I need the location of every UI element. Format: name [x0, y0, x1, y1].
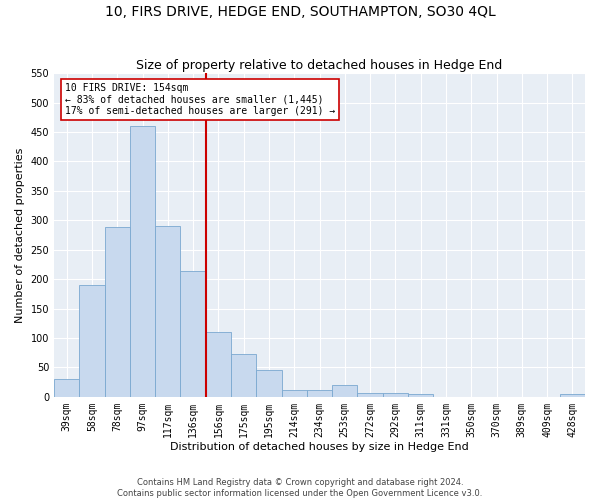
Y-axis label: Number of detached properties: Number of detached properties [15, 148, 25, 322]
Bar [358, 392, 383, 397]
Bar [155, 226, 181, 397]
Bar [130, 126, 155, 397]
Bar [307, 390, 332, 397]
Text: 10 FIRS DRIVE: 154sqm
← 83% of detached houses are smaller (1,445)
17% of semi-d: 10 FIRS DRIVE: 154sqm ← 83% of detached … [65, 83, 335, 116]
Bar [332, 385, 358, 397]
Bar [206, 332, 231, 397]
Bar [281, 390, 307, 397]
Text: 10, FIRS DRIVE, HEDGE END, SOUTHAMPTON, SO30 4QL: 10, FIRS DRIVE, HEDGE END, SOUTHAMPTON, … [104, 5, 496, 19]
Title: Size of property relative to detached houses in Hedge End: Size of property relative to detached ho… [136, 59, 503, 72]
Bar [54, 379, 79, 397]
Bar [560, 394, 585, 397]
Bar [408, 394, 433, 397]
X-axis label: Distribution of detached houses by size in Hedge End: Distribution of detached houses by size … [170, 442, 469, 452]
Bar [181, 272, 206, 397]
Bar [79, 285, 104, 397]
Bar [231, 354, 256, 397]
Bar [104, 228, 130, 397]
Bar [383, 394, 408, 397]
Text: Contains HM Land Registry data © Crown copyright and database right 2024.
Contai: Contains HM Land Registry data © Crown c… [118, 478, 482, 498]
Bar [256, 370, 281, 397]
